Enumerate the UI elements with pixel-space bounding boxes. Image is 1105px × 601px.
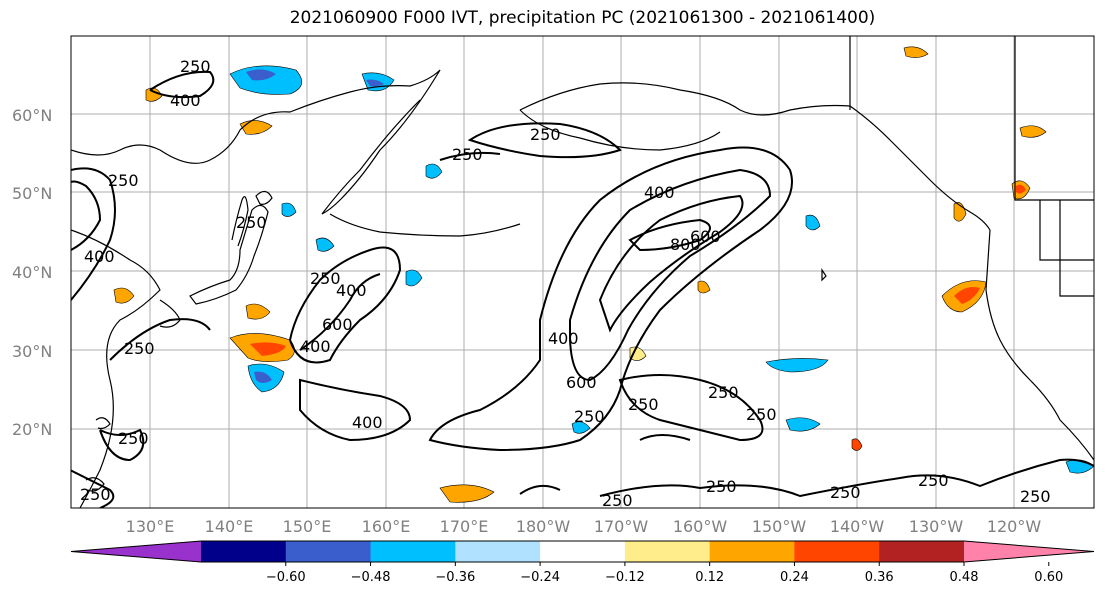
plot-title: 2021060900 F000 IVT, precipitation PC (2… — [289, 8, 876, 28]
colorbar: −0.60 −0.48 −0.36 −0.24 −0.12 0.12 0.24 0.36 0.4… — [70, 540, 1095, 585]
colorbar-bin — [285, 541, 372, 562]
lon-label: 140°W — [830, 517, 885, 536]
contour-label: 600 — [322, 315, 353, 334]
colorbar-outline — [70, 540, 1095, 563]
colorbar-bin — [794, 541, 880, 562]
contour-label: 250 — [118, 429, 149, 448]
contour-label: 250 — [108, 171, 139, 190]
contour-label: 250 — [1020, 487, 1051, 506]
contour-label: 400 — [548, 329, 579, 348]
colorbar-tick-label: 0.60 — [1034, 570, 1063, 585]
contour-label: 250 — [80, 485, 111, 504]
contour-label: 250 — [180, 57, 211, 76]
lon-label: 130°W — [909, 517, 964, 536]
lat-label-30n: 30°N — [12, 342, 52, 361]
contour-label: 250 — [124, 339, 155, 358]
contour-label: 250 — [236, 213, 267, 232]
contour-label: 250 — [628, 395, 659, 414]
lon-label: 150°W — [752, 517, 807, 536]
colorbar-bin — [879, 541, 965, 562]
contour-label: 400 — [84, 247, 115, 266]
contour-label: 800 — [670, 235, 701, 254]
colorbar-tick-label: −0.60 — [266, 570, 306, 585]
colorbar-tick-label: −0.48 — [351, 570, 391, 585]
colorbar-tick-label: 0.48 — [950, 570, 979, 585]
lat-label-60n: 60°N — [12, 106, 52, 125]
contour-label: 400 — [644, 183, 675, 202]
colorbar-bin — [624, 541, 711, 562]
contour-label: 400 — [352, 413, 383, 432]
lon-label: 160°E — [362, 517, 411, 536]
contour-label: 250 — [530, 125, 561, 144]
colorbar-tick-label: 0.36 — [865, 570, 894, 585]
contour-label: 250 — [574, 407, 605, 426]
lon-label: 140°E — [205, 517, 254, 536]
map-frame — [70, 35, 1095, 509]
colorbar-tick-label: −0.12 — [605, 570, 645, 585]
lon-label: 120°W — [987, 517, 1042, 536]
contour-label: 600 — [566, 373, 597, 392]
contour-labels: 250 400 250 250 400 250 400 250 400 600 … — [80, 57, 1051, 510]
colorbar-bin — [455, 541, 541, 562]
lon-label: 180°W — [516, 517, 571, 536]
contour-label: 250 — [746, 405, 777, 424]
contour-label: 250 — [310, 269, 341, 288]
ivt-contours — [71, 70, 1094, 508]
colorbar-bin — [370, 541, 456, 562]
contour-label: 600 — [690, 227, 721, 246]
lat-label-40n: 40°N — [12, 263, 52, 282]
contour-label: 250 — [708, 383, 739, 402]
colorbar-extend-low — [71, 541, 201, 562]
colorbar-tick-label: −0.24 — [520, 570, 560, 585]
lon-label: 150°E — [283, 517, 332, 536]
contour-label: 250 — [918, 471, 949, 490]
contour-label: 250 — [830, 483, 861, 502]
contour-label: 400 — [336, 281, 367, 300]
colorbar-bin — [201, 541, 287, 562]
contour-label: 400 — [300, 337, 331, 356]
lat-label-20n: 20°N — [12, 420, 52, 439]
contour-label: 400 — [170, 91, 201, 110]
contour-label: 250 — [706, 477, 737, 496]
colorbar-tick-label: 0.12 — [695, 570, 724, 585]
precipitation-shading — [113, 46, 1094, 503]
colorbar-tick-label: −0.36 — [435, 570, 475, 585]
lon-label: 160°W — [673, 517, 728, 536]
lon-label: 170°W — [594, 517, 649, 536]
colorbar-tick-label: 0.24 — [780, 570, 809, 585]
contour-label: 250 — [602, 491, 633, 510]
coastlines — [71, 36, 1094, 508]
colorbar-extend-high — [964, 541, 1094, 562]
colorbar-bin — [709, 541, 795, 562]
latitude-labels: 60°N 50°N 40°N 30°N 20°N — [12, 106, 52, 439]
longitude-labels: 130°E 140°E 150°E 160°E 170°E 180°W 170°… — [126, 517, 1042, 536]
lat-label-50n: 50°N — [12, 184, 52, 203]
lon-label: 170°E — [440, 517, 489, 536]
contour-label: 250 — [452, 145, 483, 164]
colorbar-bin — [540, 541, 626, 562]
lon-label: 130°E — [126, 517, 175, 536]
